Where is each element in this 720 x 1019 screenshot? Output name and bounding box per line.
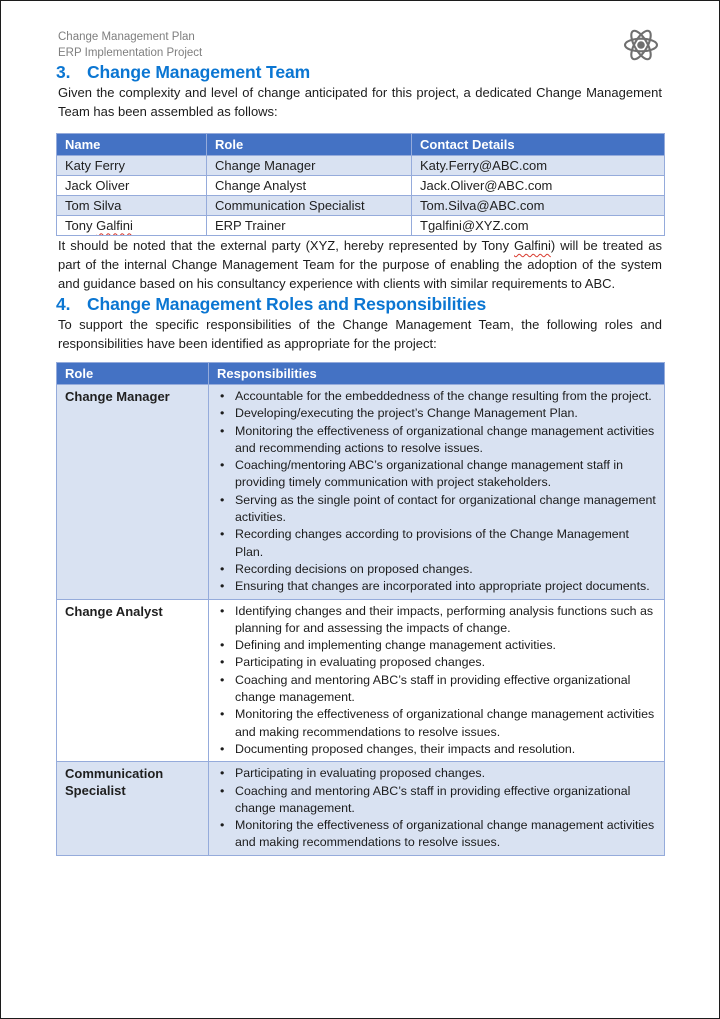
responsibilities-cell: Participating in evaluating proposed cha… — [208, 761, 665, 856]
list-item: Coaching and mentoring ABC’s staff in pr… — [209, 672, 658, 707]
list-item: Participating in evaluating proposed cha… — [209, 654, 658, 672]
document-header: Change Management Plan ERP Implementatio… — [56, 29, 662, 61]
list-item: Defining and implementing change managem… — [209, 637, 658, 655]
table-row: Change Manager Accountable for the embed… — [56, 384, 665, 600]
roles-table-header-role: Role — [56, 362, 209, 385]
note-text-after: ) will be treated as part of the interna… — [58, 238, 662, 291]
team-contact-cell: Jack.Oliver@ABC.com — [411, 175, 665, 196]
section-3-intro: Given the complexity and level of change… — [58, 85, 662, 119]
misspelled-word: Galfini — [96, 217, 133, 233]
atom-icon — [619, 23, 663, 67]
team-role-cell: Change Manager — [206, 155, 412, 176]
doc-header-subtitle: ERP Implementation Project — [58, 47, 203, 59]
responsibilities-cell: Accountable for the embeddedness of the … — [208, 384, 665, 600]
team-name-text: Tony — [65, 217, 97, 233]
list-item: Monitoring the effectiveness of organiza… — [209, 706, 658, 741]
section-4-title: Change Management Roles and Responsibili… — [87, 294, 487, 314]
role-name-cell: Change Manager — [56, 384, 209, 600]
team-contact-cell: Tgalfini@XYZ.com — [411, 215, 665, 236]
list-item: Recording changes according to provision… — [209, 526, 658, 561]
responsibility-list: Identifying changes and their impacts, p… — [209, 603, 658, 759]
team-name-cell: Katy Ferry — [56, 155, 207, 176]
team-table-header-role: Role — [206, 133, 412, 156]
responsibility-list: Accountable for the embeddedness of the … — [209, 388, 658, 596]
team-contact-cell: Tom.Silva@ABC.com — [411, 195, 665, 216]
section-4-number: 4. — [56, 294, 71, 314]
team-role-cell: Communication Specialist — [206, 195, 412, 216]
team-name-cell: Jack Oliver — [56, 175, 207, 196]
table-row: Tom Silva Communication Specialist Tom.S… — [56, 195, 665, 216]
roles-table-header-row: Role Responsibilities — [56, 362, 665, 385]
list-item: Coaching/mentoring ABC’s organizational … — [209, 457, 658, 492]
list-item: Monitoring the effectiveness of organiza… — [209, 817, 658, 852]
list-item: Monitoring the effectiveness of organiza… — [209, 423, 658, 458]
misspelled-word: Galfini — [514, 238, 551, 253]
table-row: Katy Ferry Change Manager Katy.Ferry@ABC… — [56, 155, 665, 176]
responsibility-list: Participating in evaluating proposed cha… — [209, 765, 658, 851]
note-text-before: It should be noted that the external par… — [58, 238, 514, 253]
section-4-heading: 4. Change Management Roles and Responsibi… — [56, 293, 662, 315]
section-3-note: It should be noted that the external par… — [56, 236, 662, 293]
list-item: Accountable for the embeddedness of the … — [209, 388, 658, 406]
list-item: Coaching and mentoring ABC’s staff in pr… — [209, 783, 658, 818]
section-3-title: Change Management Team — [87, 62, 311, 82]
list-item: Participating in evaluating proposed cha… — [209, 765, 658, 783]
roles-table: Role Responsibilities Change Manager Acc… — [56, 362, 665, 856]
team-table-header-contact: Contact Details — [411, 133, 665, 156]
table-row: Communication Specialist Participating i… — [56, 761, 665, 856]
list-item: Developing/executing the project’s Chang… — [209, 405, 658, 423]
team-role-cell: ERP Trainer — [206, 215, 412, 236]
team-name-cell: Tony Galfini — [56, 215, 207, 236]
list-item: Identifying changes and their impacts, p… — [209, 603, 658, 638]
list-item: Serving as the single point of contact f… — [209, 492, 658, 527]
table-row: Tony Galfini ERP Trainer Tgalfini@XYZ.co… — [56, 215, 665, 236]
list-item: Recording decisions on proposed changes. — [209, 561, 658, 579]
roles-table-header-responsibilities: Responsibilities — [208, 362, 665, 385]
team-table-header-name: Name — [56, 133, 207, 156]
team-role-cell: Change Analyst — [206, 175, 412, 196]
team-table-header-row: Name Role Contact Details — [56, 133, 665, 156]
list-item: Ensuring that changes are incorporated i… — [209, 578, 658, 596]
table-row: Change Analyst Identifying changes and t… — [56, 598, 665, 763]
section-4-intro: To support the specific responsibilities… — [58, 317, 662, 351]
section-3-heading: 3. Change Management Team — [56, 61, 662, 83]
section-3-number: 3. — [56, 62, 71, 82]
team-name-cell: Tom Silva — [56, 195, 207, 216]
responsibilities-cell: Identifying changes and their impacts, p… — [208, 598, 665, 763]
role-name-cell: Communication Specialist — [56, 761, 209, 856]
role-name-cell: Change Analyst — [56, 598, 209, 763]
doc-header-title: Change Management Plan — [58, 31, 195, 43]
team-table: Name Role Contact Details Katy Ferry Cha… — [56, 133, 665, 236]
list-item: Documenting proposed changes, their impa… — [209, 741, 658, 759]
team-contact-cell: Katy.Ferry@ABC.com — [411, 155, 665, 176]
table-row: Jack Oliver Change Analyst Jack.Oliver@A… — [56, 175, 665, 196]
